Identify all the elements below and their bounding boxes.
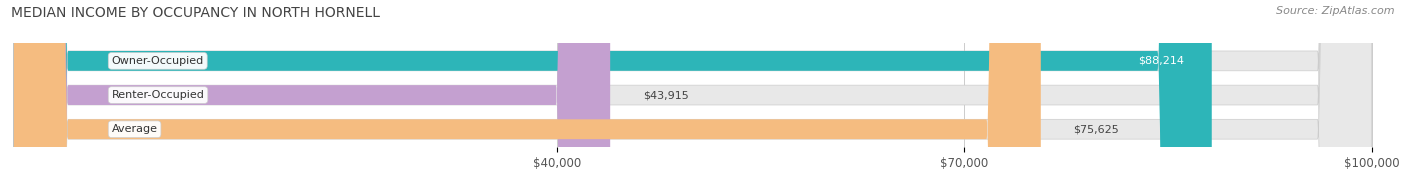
Text: Owner-Occupied: Owner-Occupied [111, 56, 204, 66]
FancyBboxPatch shape [14, 0, 1040, 196]
Text: Renter-Occupied: Renter-Occupied [111, 90, 204, 100]
FancyBboxPatch shape [14, 0, 1212, 196]
Text: MEDIAN INCOME BY OCCUPANCY IN NORTH HORNELL: MEDIAN INCOME BY OCCUPANCY IN NORTH HORN… [11, 6, 380, 20]
Text: Average: Average [111, 124, 157, 134]
Text: Source: ZipAtlas.com: Source: ZipAtlas.com [1277, 6, 1395, 16]
Text: $43,915: $43,915 [643, 90, 689, 100]
Text: $75,625: $75,625 [1073, 124, 1119, 134]
FancyBboxPatch shape [14, 0, 610, 196]
FancyBboxPatch shape [14, 0, 1372, 196]
Text: $88,214: $88,214 [1139, 56, 1185, 66]
FancyBboxPatch shape [14, 0, 1372, 196]
FancyBboxPatch shape [14, 0, 1372, 196]
